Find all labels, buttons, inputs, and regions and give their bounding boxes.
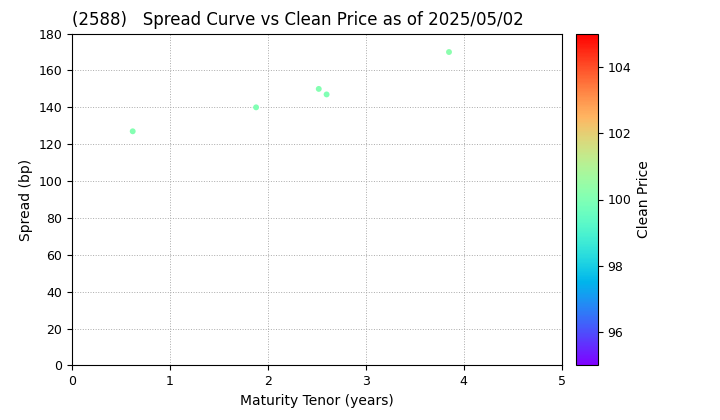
Y-axis label: Spread (bp): Spread (bp) xyxy=(19,158,33,241)
Point xyxy=(251,104,262,111)
Point xyxy=(313,86,325,92)
Point xyxy=(127,128,138,135)
Text: (2588)   Spread Curve vs Clean Price as of 2025/05/02: (2588) Spread Curve vs Clean Price as of… xyxy=(72,11,523,29)
X-axis label: Maturity Tenor (years): Maturity Tenor (years) xyxy=(240,394,394,408)
Point xyxy=(444,49,455,55)
Point xyxy=(321,91,333,98)
Y-axis label: Clean Price: Clean Price xyxy=(636,160,651,239)
